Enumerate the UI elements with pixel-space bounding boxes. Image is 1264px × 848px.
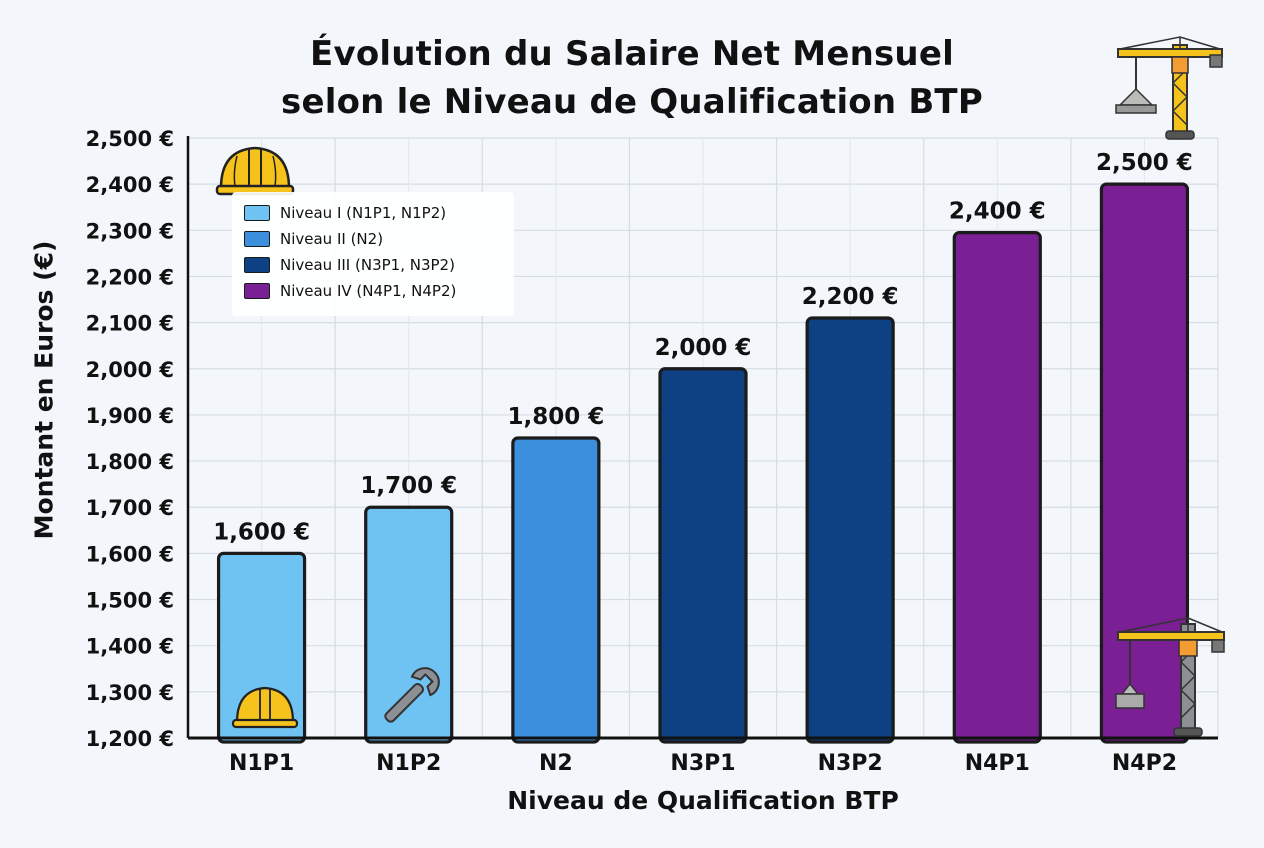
legend: Niveau I (N1P1, N1P2) Niveau II (N2) Niv… — [232, 192, 514, 316]
data-label: 1,700 € — [360, 473, 457, 499]
bar-n3p1 — [658, 367, 748, 744]
wrench-icon — [384, 667, 440, 723]
chart-title-line-1: Évolution du Salaire Net Mensuel — [310, 34, 954, 74]
y-tick-label: 1,500 € — [86, 589, 174, 613]
bar-n2 — [511, 436, 601, 744]
bar-n3p2 — [805, 316, 895, 744]
y-tick-label: 1,900 € — [86, 404, 174, 428]
x-tick-label: N2 — [539, 751, 573, 776]
x-tick-label: N3P2 — [818, 751, 883, 776]
hard-hat-icon — [215, 146, 295, 196]
bar-n1p2 — [364, 505, 454, 744]
legend-label: Niveau II (N2) — [280, 230, 384, 248]
legend-swatch — [244, 257, 270, 273]
x-tick-label: N4P2 — [1112, 751, 1177, 776]
y-tick-label: 1,400 € — [86, 635, 174, 659]
data-label: 1,600 € — [213, 519, 310, 545]
x-axis-label: Niveau de Qualification BTP — [507, 786, 899, 815]
x-tick-label: N1P2 — [376, 751, 441, 776]
y-tick-label: 1,800 € — [86, 450, 174, 474]
y-tick-label: 2,000 € — [86, 358, 174, 382]
legend-item-niveau-2: Niveau II (N2) — [244, 228, 383, 250]
legend-item-niveau-1: Niveau I (N1P1, N1P2) — [244, 202, 446, 224]
crane-icon — [1115, 36, 1223, 140]
data-label: 2,200 € — [802, 284, 899, 310]
legend-item-niveau-4: Niveau IV (N4P1, N4P2) — [244, 280, 456, 302]
legend-swatch — [244, 205, 270, 221]
legend-item-niveau-3: Niveau III (N3P1, N3P2) — [244, 254, 455, 276]
y-tick-label: 2,300 € — [86, 219, 174, 243]
data-label: 1,800 € — [507, 404, 604, 430]
y-tick-label: 1,600 € — [86, 542, 174, 566]
y-tick-label: 1,200 € — [86, 727, 174, 751]
chart-title-line-2: selon le Niveau de Qualification BTP — [281, 82, 983, 122]
legend-swatch — [244, 231, 270, 247]
y-tick-label: 2,100 € — [86, 312, 174, 336]
data-label: 2,000 € — [655, 335, 752, 361]
bar-n4p1 — [952, 231, 1042, 744]
y-tick-label: 2,500 € — [86, 127, 174, 151]
legend-label: Niveau IV (N4P1, N4P2) — [280, 282, 457, 300]
x-tick-label: N4P1 — [965, 751, 1030, 776]
crane-icon — [1115, 617, 1225, 737]
y-tick-label: 1,700 € — [86, 496, 174, 520]
data-label: 2,500 € — [1096, 150, 1193, 176]
y-tick-label: 2,200 € — [86, 265, 174, 289]
data-label: 2,400 € — [949, 199, 1046, 225]
y-tick-label: 1,300 € — [86, 681, 174, 705]
y-tick-label: 2,400 € — [86, 173, 174, 197]
bar-n4p2 — [1099, 182, 1190, 744]
x-tick-label: N3P1 — [670, 751, 735, 776]
legend-label: Niveau III (N3P1, N3P2) — [280, 256, 455, 274]
x-tick-label: N1P1 — [229, 751, 294, 776]
legend-swatch — [244, 283, 270, 299]
legend-label: Niveau I (N1P1, N1P2) — [280, 204, 447, 222]
hard-hat-icon — [231, 686, 299, 729]
